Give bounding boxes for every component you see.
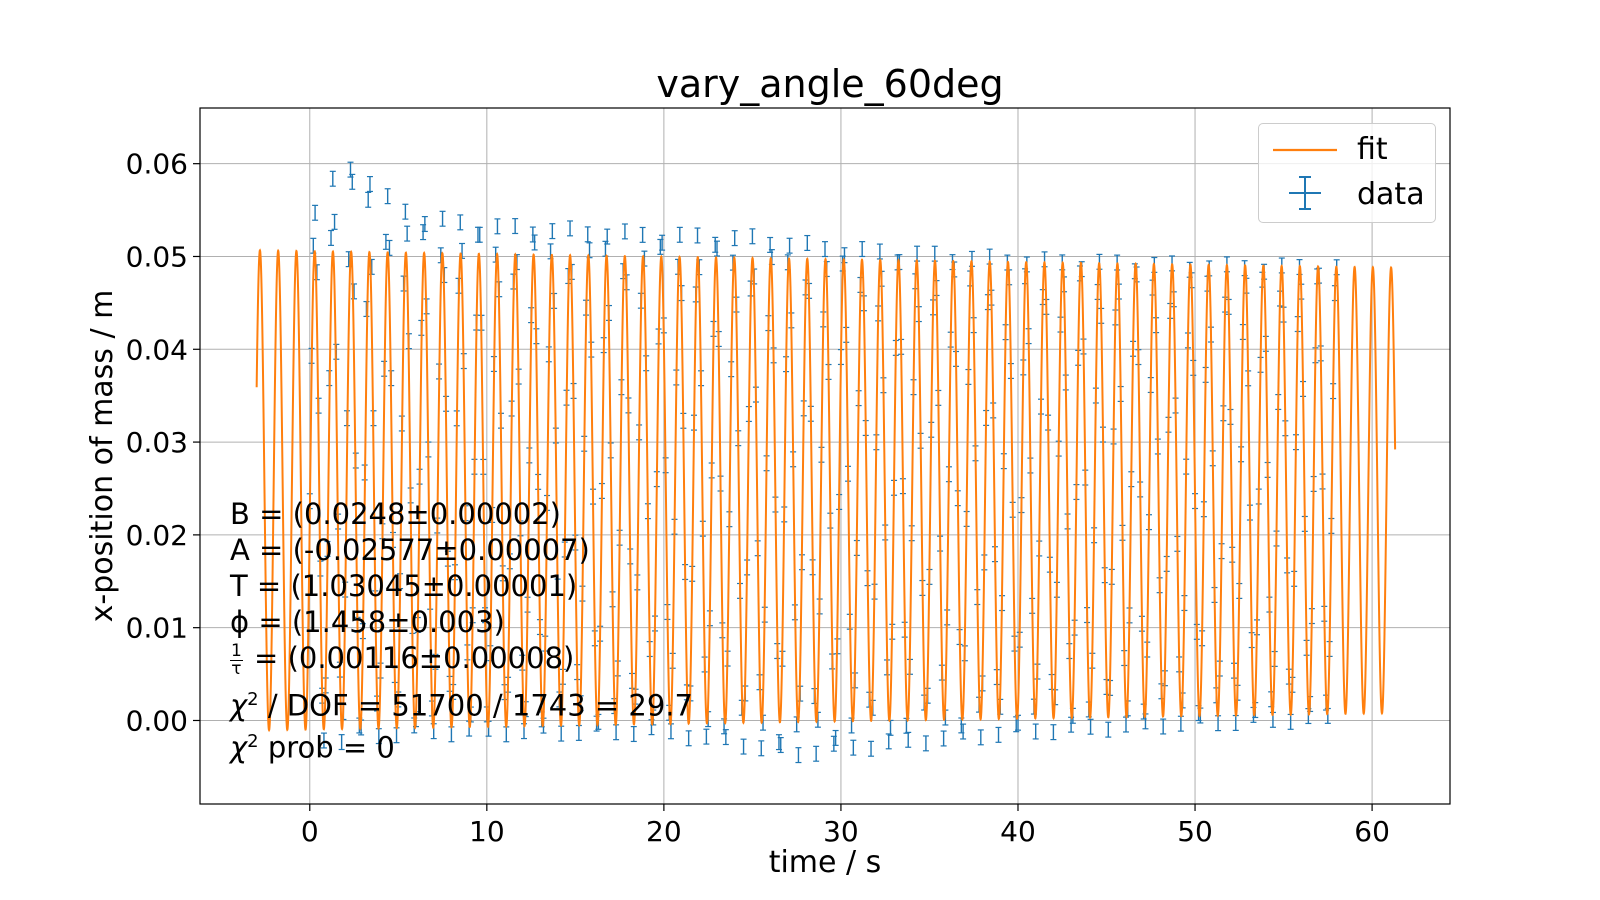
fit-parameters-annotation: B = (0.0248±0.00002) A = (-0.02577±0.000… xyxy=(230,496,693,765)
y-tick-label: 0.03 xyxy=(126,426,188,459)
x-tick-label: 10 xyxy=(469,815,505,848)
x-tick-label: 50 xyxy=(1177,815,1213,848)
legend: fit data xyxy=(1258,123,1436,223)
param-t: T = (1.03045±0.00001) xyxy=(230,569,578,603)
y-tick-label: 0.05 xyxy=(126,240,188,273)
legend-data-swatch xyxy=(1289,176,1321,210)
chi-symbol: χ xyxy=(230,688,248,723)
legend-item-fit: fit xyxy=(1259,128,1435,168)
param-a: A = (-0.02577±0.00007) xyxy=(230,533,590,567)
y-tick-label: 0.04 xyxy=(126,333,188,366)
axis-ticks: 0 10 20 30 40 50 60 0.00 0.01 0.02 0.03 0.04 0.05 0.0… xyxy=(126,148,1390,848)
param-b: B = (0.0248±0.00002) xyxy=(230,497,561,531)
plot-frame xyxy=(199,107,1451,805)
chi2-dof: χ2 / DOF = 51700 / 1743 = 29.7 xyxy=(230,682,693,724)
chart-title: vary_angle_60deg xyxy=(656,62,1004,106)
chi2-prob: χ2 prob = 0 xyxy=(230,724,693,766)
chi2-prob-value: prob = 0 xyxy=(258,730,395,765)
y-tick-label: 0.02 xyxy=(126,519,188,552)
chi2-dof-value: / DOF = 51700 / 1743 = 29.7 xyxy=(258,688,693,723)
param-inv-tau: 1 τ = (0.00116±0.00008) xyxy=(230,640,693,682)
y-tick-label: 0.01 xyxy=(126,612,188,645)
x-tick-label: 30 xyxy=(823,815,859,848)
inv-tau-value: = (0.00116±0.00008) xyxy=(244,641,575,675)
y-tick-label: 0.06 xyxy=(126,148,188,181)
plot-area xyxy=(255,161,1397,764)
inv-tau-denominator: τ xyxy=(231,658,242,679)
param-phi: ϕ = (1.458±0.003) xyxy=(230,605,505,639)
fit-series xyxy=(255,248,1397,733)
legend-fit-swatch xyxy=(1273,148,1337,152)
chi-exponent: 2 xyxy=(247,689,259,710)
x-tick-label: 0 xyxy=(301,815,319,848)
x-axis-label: time / s xyxy=(769,845,882,880)
chi-exponent-2: 2 xyxy=(247,730,259,752)
x-tick-label: 60 xyxy=(1354,815,1390,848)
legend-item-data: data xyxy=(1259,173,1435,213)
inv-tau-numerator: 1 xyxy=(230,640,243,661)
y-tick-label: 0.00 xyxy=(126,704,188,737)
legend-fit-label: fit xyxy=(1357,132,1388,167)
legend-data-label: data xyxy=(1357,177,1425,212)
chi-symbol-2: χ xyxy=(230,730,248,765)
x-tick-label: 20 xyxy=(646,815,682,848)
y-axis-label: x-position of mass / m xyxy=(85,290,120,623)
x-tick-label: 40 xyxy=(1000,815,1036,848)
fit-curve xyxy=(255,248,1397,733)
